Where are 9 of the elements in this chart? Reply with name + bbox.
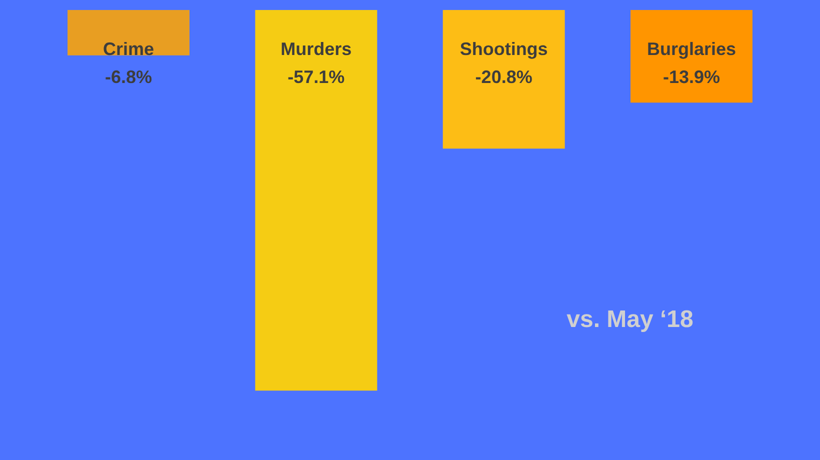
data-label: -6.8%: [105, 67, 152, 87]
data-label: -13.9%: [662, 67, 720, 87]
x-tick-label: Murders: [280, 39, 352, 59]
data-label: -57.1%: [288, 67, 345, 87]
x-tick-label: Burglaries: [646, 39, 736, 59]
data-label: -20.8%: [475, 67, 532, 87]
x-tick-label: Shootings: [460, 39, 548, 59]
x-tick-label: Crime: [103, 39, 154, 59]
annotation: vs. May ‘18: [566, 306, 694, 333]
